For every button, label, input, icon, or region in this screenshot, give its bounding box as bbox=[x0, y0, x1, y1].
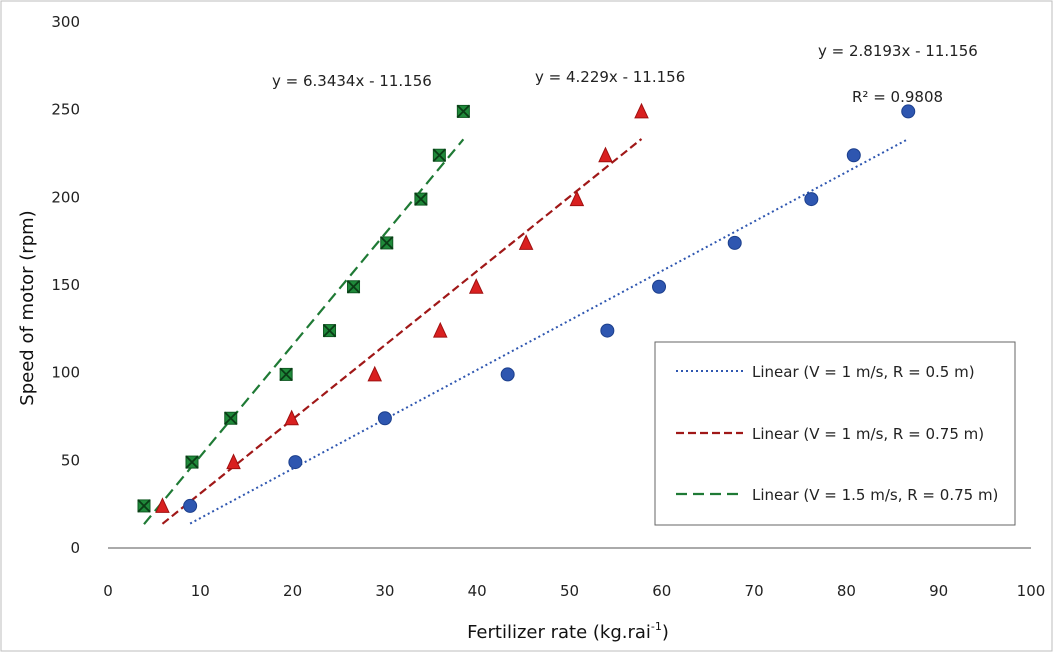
data-point-v1r075 bbox=[432, 321, 448, 338]
legend-label-v1r05: Linear (V = 1 m/s, R = 0.5 m) bbox=[752, 363, 975, 381]
data-point-v1r05 bbox=[183, 498, 198, 513]
legend-label-v1r075: Linear (V = 1 m/s, R = 0.75 m) bbox=[752, 425, 984, 443]
x-tick-label: 60 bbox=[652, 582, 671, 600]
trendline-v1r05 bbox=[189, 138, 909, 525]
data-point-v1r075 bbox=[284, 409, 299, 426]
y-axis-title: Speed of motor (rpm) bbox=[17, 210, 38, 405]
data-points bbox=[137, 102, 916, 513]
y-tick-label: 150 bbox=[51, 276, 80, 294]
data-point-v15r075 bbox=[432, 148, 446, 162]
data-point-v15r075 bbox=[380, 236, 394, 250]
y-tick-labels: 0 50 100 150 200 250 300 bbox=[51, 13, 80, 557]
equation-label-v15r075: y = 6.3434x - 11.156 bbox=[272, 72, 432, 90]
data-point-v1r075 bbox=[569, 190, 585, 207]
x-axis-title-sup: -1 bbox=[651, 620, 662, 633]
x-tick-label: 20 bbox=[283, 582, 302, 600]
data-point-v1r05 bbox=[804, 192, 819, 207]
x-tick-label: 50 bbox=[560, 582, 579, 600]
trendline-v1r075 bbox=[161, 138, 643, 525]
y-tick-label: 250 bbox=[51, 101, 80, 119]
equation-label-v1r075: y = 4.229x - 11.156 bbox=[535, 68, 685, 86]
legend: Linear (V = 1 m/s, R = 0.5 m) Linear (V … bbox=[654, 341, 1016, 526]
data-point-v1r075 bbox=[518, 234, 534, 250]
data-point-v1r075 bbox=[226, 453, 241, 470]
x-tick-label: 40 bbox=[468, 582, 487, 600]
data-point-v15r075 bbox=[322, 323, 337, 338]
data-point-v1r075 bbox=[468, 278, 484, 294]
data-point-v1r05 bbox=[652, 279, 667, 294]
data-point-v1r05 bbox=[500, 367, 515, 382]
equation-label-v1r05: y = 2.8193x - 11.156 bbox=[818, 42, 978, 60]
data-point-v1r05 bbox=[600, 323, 615, 338]
x-axis-title-main: Fertilizer rate (kg.rai bbox=[467, 622, 651, 643]
x-tick-label: 80 bbox=[837, 582, 856, 600]
x-tick-label: 30 bbox=[375, 582, 394, 600]
x-tick-labels: 0 10 20 30 40 50 60 70 80 90 100 bbox=[103, 582, 1045, 600]
y-tick-label: 200 bbox=[51, 188, 80, 206]
data-point-v1r075 bbox=[598, 146, 613, 163]
y-tick-label: 100 bbox=[51, 364, 80, 382]
data-point-v1r05 bbox=[727, 235, 742, 250]
data-point-v1r05 bbox=[377, 411, 392, 426]
x-tick-label: 10 bbox=[191, 582, 210, 600]
x-axis-title: Fertilizer rate (kg.rai-1) bbox=[467, 620, 669, 643]
x-axis-title-close: ) bbox=[662, 622, 669, 643]
x-tick-label: 0 bbox=[103, 582, 113, 600]
y-tick-label: 300 bbox=[51, 13, 80, 31]
data-point-v15r075 bbox=[456, 104, 470, 119]
data-point-v15r075 bbox=[137, 499, 151, 513]
data-point-v1r075 bbox=[634, 102, 649, 119]
legend-label-v15r075: Linear (V = 1.5 m/s, R = 0.75 m) bbox=[752, 486, 998, 504]
y-tick-label: 50 bbox=[61, 451, 80, 469]
data-point-v15r075 bbox=[414, 192, 428, 206]
x-tick-label: 90 bbox=[929, 582, 948, 600]
data-point-v15r075 bbox=[185, 455, 199, 469]
trendlines bbox=[143, 138, 909, 525]
data-point-v1r05 bbox=[901, 104, 916, 119]
y-tick-label: 0 bbox=[70, 539, 80, 557]
data-point-v1r05 bbox=[288, 455, 303, 470]
data-point-v1r075 bbox=[155, 497, 170, 513]
x-tick-label: 100 bbox=[1017, 582, 1046, 600]
trendline-v15r075 bbox=[143, 138, 465, 525]
data-point-v1r075 bbox=[367, 365, 383, 382]
r-squared-label: R² = 0.9808 bbox=[852, 88, 943, 106]
data-point-v1r05 bbox=[846, 148, 861, 163]
data-point-v15r075 bbox=[279, 367, 293, 382]
x-tick-label: 70 bbox=[745, 582, 764, 600]
data-point-v15r075 bbox=[346, 280, 361, 294]
data-point-v15r075 bbox=[224, 411, 238, 425]
